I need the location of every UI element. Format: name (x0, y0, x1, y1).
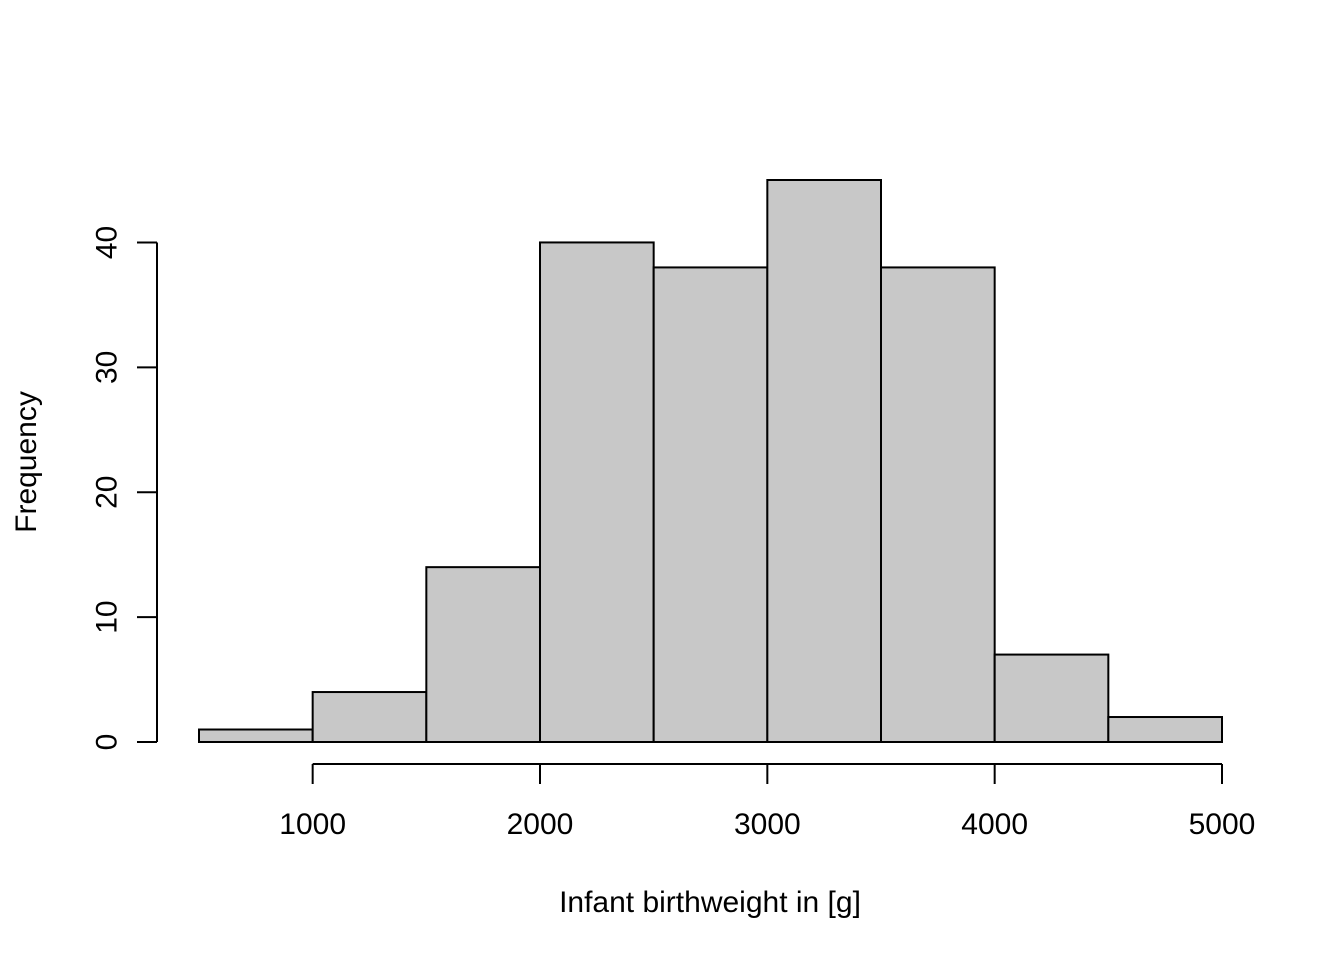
bar (766, 179, 882, 743)
y-axis: 0 10 20 30 40 (91, 226, 158, 751)
y-tick-label: 20 (91, 476, 124, 509)
bar (198, 728, 314, 743)
x-tick-label: 4000 (961, 808, 1028, 841)
x-tick-label: 5000 (1189, 808, 1256, 841)
y-tick-label: 40 (91, 226, 124, 259)
bar (1107, 716, 1224, 743)
bar (539, 241, 655, 743)
x-axis-title: Infant birthweight in [g] (559, 886, 861, 919)
y-tick-label: 10 (91, 600, 124, 633)
bar (880, 266, 996, 743)
bar (652, 266, 769, 743)
x-axis: 1000 2000 3000 4000 5000 (279, 763, 1256, 841)
x-tick-label: 2000 (507, 808, 574, 841)
bar (425, 566, 542, 744)
bars-group (198, 179, 1224, 744)
x-tick-label: 3000 (734, 808, 801, 841)
y-axis-title: Frequency (10, 391, 43, 533)
bar (993, 653, 1110, 743)
x-tick-label: 1000 (279, 808, 346, 841)
y-tick-label: 0 (91, 734, 124, 751)
y-tick-label: 30 (91, 351, 124, 384)
bar (311, 691, 428, 743)
